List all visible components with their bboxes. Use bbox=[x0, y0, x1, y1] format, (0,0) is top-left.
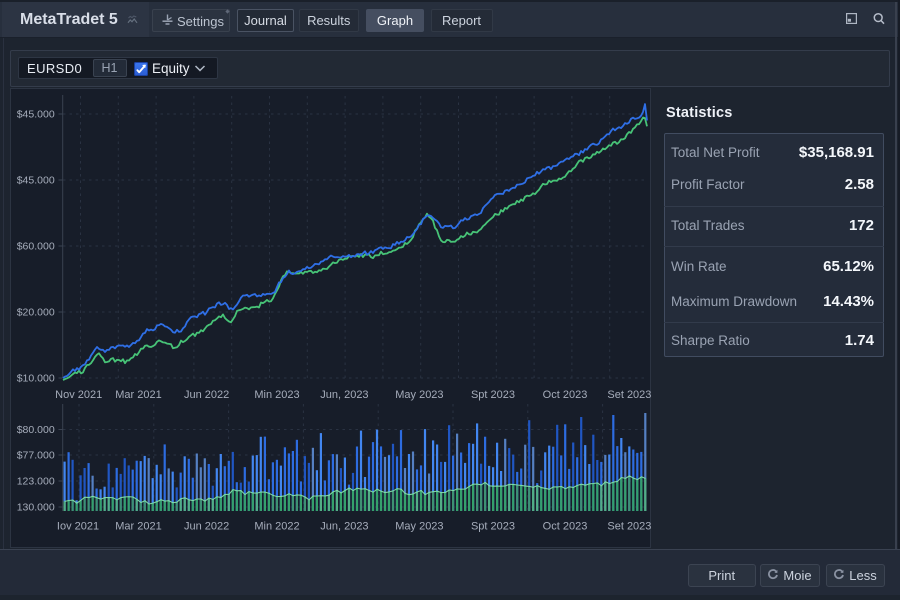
svg-text:123.000: 123.000 bbox=[17, 476, 55, 488]
svg-text:May 2023: May 2023 bbox=[395, 389, 443, 401]
svg-text:Nov 2021: Nov 2021 bbox=[55, 389, 102, 401]
svg-text:$10.000: $10.000 bbox=[17, 373, 55, 385]
svg-text:$60.000: $60.000 bbox=[17, 241, 55, 253]
svg-text:$20.000: $20.000 bbox=[17, 307, 55, 319]
svg-text:Spt 2023: Spt 2023 bbox=[471, 389, 515, 401]
svg-text:Min 2023: Min 2023 bbox=[254, 389, 299, 401]
svg-text:Iov 2021: Iov 2021 bbox=[57, 520, 99, 532]
svg-text:Jun, 2023: Jun, 2023 bbox=[320, 389, 368, 401]
svg-text:Min 2022: Min 2022 bbox=[254, 520, 299, 532]
svg-text:Jun 2022: Jun 2022 bbox=[184, 520, 229, 532]
svg-text:Mar 2021: Mar 2021 bbox=[115, 389, 161, 401]
svg-text:Oct 2023: Oct 2023 bbox=[543, 520, 588, 532]
svg-text:Oct 2023: Oct 2023 bbox=[543, 389, 588, 401]
svg-text:Spt 2023: Spt 2023 bbox=[471, 520, 515, 532]
svg-text:May 2023: May 2023 bbox=[395, 520, 443, 532]
svg-text:Set 2023: Set 2023 bbox=[607, 389, 651, 401]
svg-text:Mar 2021: Mar 2021 bbox=[115, 520, 161, 532]
svg-text:$80.000: $80.000 bbox=[17, 424, 55, 436]
svg-text:130.000: 130.000 bbox=[17, 502, 55, 514]
svg-text:Set 2023: Set 2023 bbox=[607, 520, 651, 532]
svg-text:$45.000: $45.000 bbox=[17, 109, 55, 121]
svg-text:Jun 2022: Jun 2022 bbox=[184, 389, 229, 401]
svg-text:Jun, 2023: Jun, 2023 bbox=[320, 520, 368, 532]
svg-text:$77.000: $77.000 bbox=[17, 450, 55, 462]
svg-text:$45.000: $45.000 bbox=[17, 175, 55, 187]
